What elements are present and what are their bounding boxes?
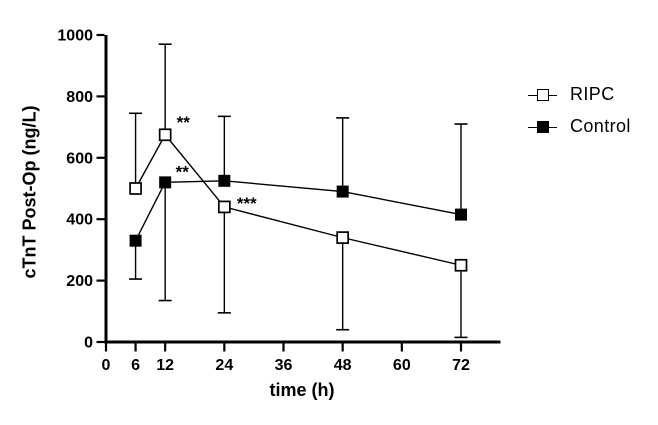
svg-text:0: 0 — [84, 335, 93, 352]
svg-text:**: ** — [176, 162, 190, 181]
svg-text:60: 60 — [393, 357, 411, 374]
svg-text:24: 24 — [215, 357, 233, 374]
svg-text:600: 600 — [66, 150, 93, 167]
x-axis-title: time (h) — [269, 380, 335, 400]
svg-text:0: 0 — [102, 357, 111, 374]
legend-label-control: Control — [570, 116, 631, 136]
control-marker-sample — [528, 116, 557, 137]
svg-text:1000: 1000 — [57, 28, 93, 45]
svg-text:72: 72 — [452, 357, 470, 374]
legend-entry-ripc: RIPC — [528, 84, 631, 105]
svg-text:36: 36 — [275, 357, 293, 374]
svg-text:12: 12 — [156, 357, 174, 374]
filled-square-icon — [536, 120, 549, 133]
svg-text:***: *** — [237, 194, 257, 213]
legend-entry-control: Control — [528, 116, 631, 137]
svg-text:200: 200 — [66, 273, 93, 290]
svg-text:6: 6 — [131, 357, 140, 374]
open-square-icon — [536, 88, 549, 101]
legend-label-ripc: RIPC — [570, 84, 615, 104]
svg-text:**: ** — [177, 113, 191, 132]
legend: RIPC Control — [528, 84, 631, 137]
svg-text:48: 48 — [334, 357, 352, 374]
svg-text:800: 800 — [66, 89, 93, 106]
y-axis-title: cTnT Post-Op (ng/L) — [19, 105, 40, 279]
svg-text:400: 400 — [66, 212, 93, 229]
ripc-marker-sample — [528, 84, 557, 105]
